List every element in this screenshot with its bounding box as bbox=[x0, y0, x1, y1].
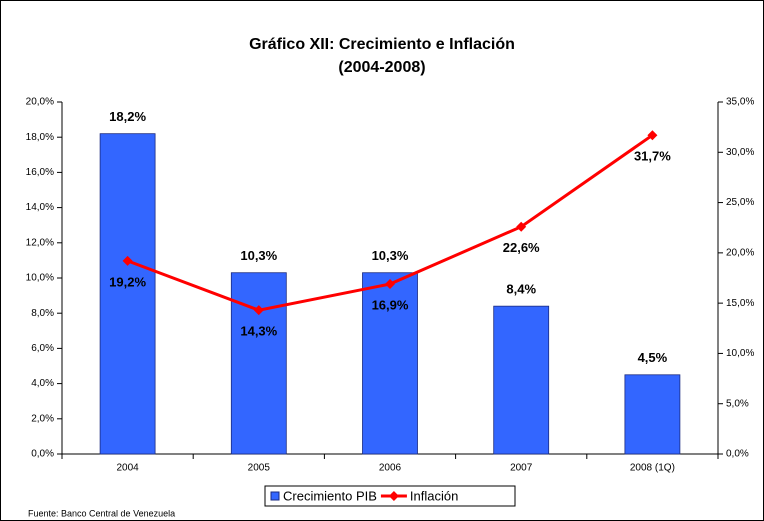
data-label: 16,9% bbox=[372, 297, 409, 312]
bar bbox=[624, 374, 681, 455]
bar bbox=[362, 272, 418, 455]
y-tick-label: 6,0% bbox=[31, 343, 54, 354]
y-tick-label: 14,0% bbox=[26, 202, 54, 213]
data-label: 22,6% bbox=[503, 240, 540, 255]
x-tick-label: 2007 bbox=[510, 463, 533, 474]
y2-tick-label: 10,0% bbox=[726, 348, 754, 359]
y2-tick-label: 30,0% bbox=[726, 147, 754, 158]
y-tick-label: 0,0% bbox=[31, 449, 54, 460]
y2-tick-label: 5,0% bbox=[726, 398, 749, 409]
data-label: 14,3% bbox=[240, 324, 277, 339]
y2-tick-label: 25,0% bbox=[726, 197, 754, 208]
x-tick-label: 2004 bbox=[116, 463, 139, 474]
data-label: 19,2% bbox=[109, 274, 146, 289]
source-note: Fuente: Banco Central de Venezuela bbox=[28, 508, 175, 518]
y-tick-label: 2,0% bbox=[31, 413, 54, 424]
y-tick-label: 12,0% bbox=[26, 237, 54, 248]
legend-label: Crecimiento PIB bbox=[283, 488, 377, 503]
y-tick-label: 18,0% bbox=[26, 132, 54, 143]
y-tick-label: 10,0% bbox=[26, 273, 54, 284]
marker bbox=[122, 255, 133, 266]
data-label: 31,7% bbox=[634, 149, 671, 164]
chart-title: Gráfico XII: Crecimiento e Inflación bbox=[249, 36, 515, 53]
marker bbox=[253, 305, 264, 316]
y2-tick-label: 35,0% bbox=[726, 97, 754, 108]
y-tick-label: 4,0% bbox=[31, 378, 54, 389]
legend-label: Inflación bbox=[410, 488, 458, 503]
bar bbox=[99, 133, 156, 455]
marker bbox=[385, 279, 395, 290]
data-label: 10,3% bbox=[240, 248, 277, 263]
legend-swatch bbox=[270, 491, 280, 501]
y2-tick-label: 20,0% bbox=[726, 247, 754, 258]
bar bbox=[230, 272, 287, 455]
x-tick-label: 2006 bbox=[379, 463, 402, 474]
legend-marker bbox=[388, 491, 399, 501]
y2-tick-label: 0,0% bbox=[726, 449, 749, 460]
bar bbox=[493, 305, 550, 455]
data-label: 10,3% bbox=[372, 248, 409, 263]
y-tick-label: 20,0% bbox=[26, 97, 54, 108]
chart-subtitle: (2004-2008) bbox=[338, 59, 425, 76]
y-tick-label: 8,0% bbox=[31, 308, 54, 319]
data-label: 18,2% bbox=[109, 109, 146, 124]
x-tick-label: 2008 (1Q) bbox=[630, 463, 675, 474]
y-tick-label: 16,0% bbox=[26, 167, 54, 178]
y2-tick-label: 15,0% bbox=[726, 298, 754, 309]
marker bbox=[516, 221, 527, 232]
x-tick-label: 2005 bbox=[248, 463, 271, 474]
data-label: 8,4% bbox=[506, 282, 536, 297]
data-label: 4,5% bbox=[638, 350, 668, 365]
marker bbox=[647, 130, 658, 141]
